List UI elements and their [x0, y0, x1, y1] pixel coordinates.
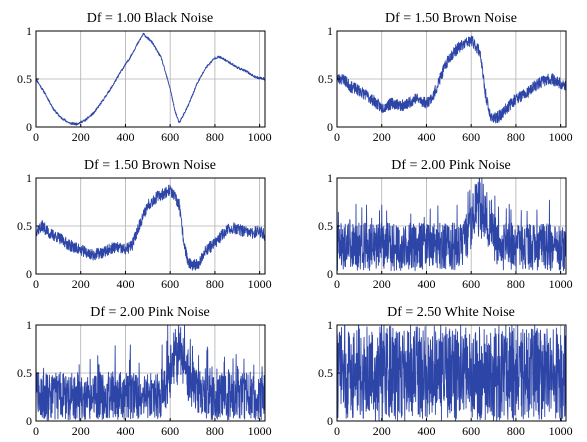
x-tick-label: 600 [462, 277, 480, 291]
x-tick-label: 800 [206, 424, 224, 438]
y-tick-label: 0 [26, 414, 32, 428]
x-tick-label: 400 [116, 130, 134, 144]
y-tick-label: 0.5 [17, 72, 32, 86]
x-tick-label: 200 [373, 277, 391, 291]
x-tick-label: 1000 [248, 130, 272, 144]
series-line [336, 324, 567, 422]
series-line [35, 184, 266, 271]
x-tick-label: 400 [417, 130, 435, 144]
x-tick-label: 800 [507, 130, 525, 144]
x-tick-label: 0 [334, 424, 340, 438]
subplot-5: Df = 2.00 Pink Noise 0 200 400 600 800 1000 0 0… [17, 305, 272, 438]
y-tick-label: 0.5 [17, 366, 32, 380]
subplot-3: Df = 1.50 Brown Noise 0 200 400 600 800 1000 0… [17, 158, 272, 291]
x-tick-label: 200 [373, 424, 391, 438]
subplot-title: Df = 1.00 Black Noise [87, 11, 214, 26]
x-tick-label: 200 [72, 277, 90, 291]
series-line [336, 35, 567, 124]
subplot-6: Df = 2.50 White Noise 0 200 400 600 800 1000 0… [318, 305, 573, 438]
subplot-title: Df = 2.00 Pink Noise [391, 158, 511, 173]
x-tick-label: 0 [33, 130, 39, 144]
y-tick-label: 0 [26, 267, 32, 281]
subplot-title: Df = 1.50 Brown Noise [84, 158, 216, 173]
x-tick-label: 0 [33, 277, 39, 291]
y-tick-label: 1 [327, 318, 333, 332]
y-tick-label: 1 [26, 171, 32, 185]
x-tick-label: 800 [507, 424, 525, 438]
subplot-title: Df = 2.00 Pink Noise [90, 305, 210, 320]
subplot-4: Df = 2.00 Pink Noise 0 200 400 600 800 1000 0 0… [318, 158, 573, 291]
y-tick-label: 0.5 [318, 219, 333, 233]
y-tick-label: 1 [327, 24, 333, 38]
x-tick-label: 600 [161, 424, 179, 438]
y-tick-label: 1 [327, 171, 333, 185]
y-tick-label: 0.5 [17, 219, 32, 233]
y-tick-label: 1 [26, 24, 32, 38]
y-tick-label: 0 [327, 120, 333, 134]
x-tick-label: 400 [116, 277, 134, 291]
x-tick-label: 1000 [248, 424, 272, 438]
series-line [35, 32, 265, 126]
x-tick-label: 400 [417, 277, 435, 291]
x-tick-label: 0 [334, 277, 340, 291]
x-tick-label: 1000 [549, 130, 573, 144]
y-tick-label: 1 [26, 318, 32, 332]
x-tick-label: 600 [462, 130, 480, 144]
subplot-title: Df = 1.50 Brown Noise [385, 11, 517, 26]
x-tick-label: 400 [417, 424, 435, 438]
subplot-title: Df = 2.50 White Noise [387, 305, 515, 320]
y-tick-label: 0 [327, 414, 333, 428]
x-tick-label: 200 [373, 130, 391, 144]
x-tick-label: 600 [462, 424, 480, 438]
x-tick-label: 1000 [549, 424, 573, 438]
subplot-1: Df = 1.00 Black Noise 0 200 400 600 800 1000 0… [17, 11, 272, 144]
series-line [35, 324, 266, 421]
x-tick-label: 1000 [248, 277, 272, 291]
x-tick-label: 0 [33, 424, 39, 438]
y-tick-label: 0 [26, 120, 32, 134]
x-tick-label: 1000 [549, 277, 573, 291]
y-tick-label: 0.5 [318, 72, 333, 86]
series-line [336, 177, 567, 272]
x-tick-label: 600 [161, 130, 179, 144]
x-tick-label: 400 [116, 424, 134, 438]
y-tick-label: 0.5 [318, 366, 333, 380]
x-tick-label: 800 [507, 277, 525, 291]
x-tick-label: 200 [72, 130, 90, 144]
x-tick-label: 0 [334, 130, 340, 144]
y-tick-label: 0 [327, 267, 333, 281]
x-tick-label: 200 [72, 424, 90, 438]
x-tick-label: 800 [206, 130, 224, 144]
x-tick-label: 800 [206, 277, 224, 291]
subplot-2: Df = 1.50 Brown Noise 0 200 400 600 800 1000 0… [318, 11, 573, 144]
x-tick-label: 600 [161, 277, 179, 291]
